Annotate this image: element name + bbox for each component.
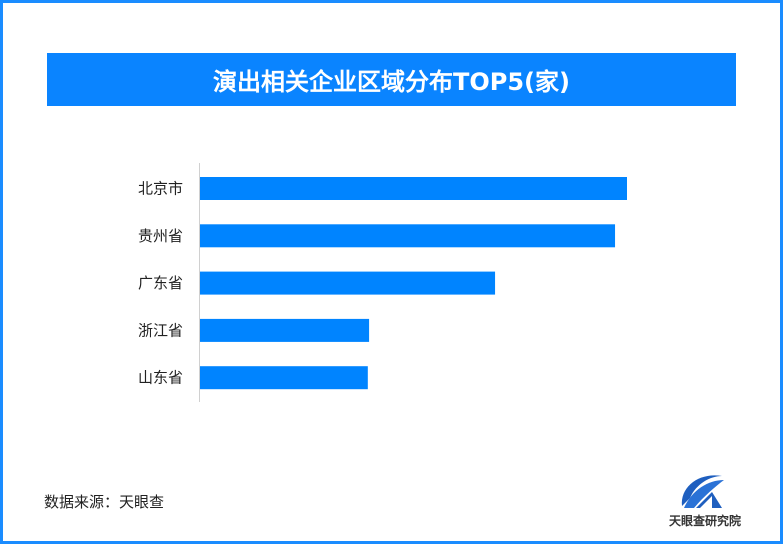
bar-3 — [200, 318, 370, 342]
tianyancha-logo-icon — [681, 475, 724, 508]
bar-1 — [200, 224, 616, 248]
bar-4 — [200, 366, 368, 390]
data-source: 数据来源：天眼查 — [44, 493, 165, 511]
category-label: 浙江省 — [138, 321, 183, 339]
category-label: 广东省 — [138, 274, 183, 292]
category-label: 北京市 — [138, 180, 183, 198]
chart-title: 演出相关企业区域分布TOP5(家) — [47, 53, 736, 106]
bar-2 — [200, 271, 496, 295]
logo-text: 天眼查研究院 — [668, 514, 741, 528]
bar-0 — [200, 177, 627, 200]
category-label: 贵州省 — [138, 227, 183, 245]
category-label: 山东省 — [138, 369, 183, 387]
